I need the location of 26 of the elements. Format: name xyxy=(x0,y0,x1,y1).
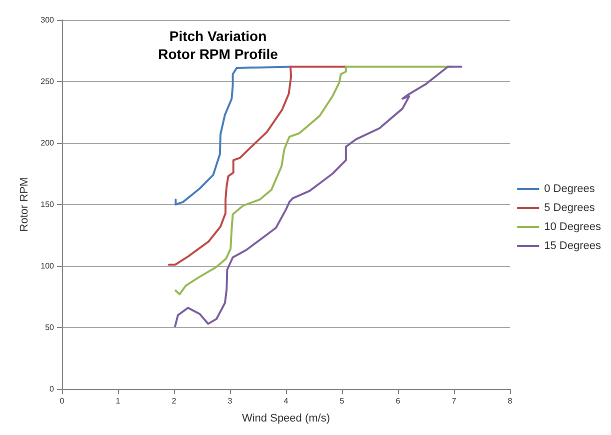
x-tick-label: 7 xyxy=(452,396,457,406)
line-series xyxy=(174,66,462,328)
line-series xyxy=(174,66,292,206)
legend-label: 5 Degrees xyxy=(544,202,596,214)
x-axis-title: Wind Speed (m/s) xyxy=(242,412,330,424)
x-tick-label: 1 xyxy=(116,396,121,406)
legend-label: 0 Degrees xyxy=(544,183,596,195)
legend-label: 10 Degrees xyxy=(544,221,602,233)
line-series xyxy=(168,66,348,266)
x-tick-label: 2 xyxy=(172,396,177,406)
x-tick-label: 0 xyxy=(60,396,65,406)
y-tick-label: 150 xyxy=(40,200,55,209)
x-tick-label: 8 xyxy=(508,396,513,406)
y-tick-label: 200 xyxy=(40,138,55,148)
y-tick-label: 250 xyxy=(40,77,55,86)
x-tick-label: 5 xyxy=(340,396,345,406)
y-axis-title: Rotor RPM xyxy=(18,177,30,232)
text: Pitch Variation Rotor RPM Profile xyxy=(158,28,278,62)
y-tick-label: 100 xyxy=(40,262,55,270)
y-tick-label: 0 xyxy=(50,384,55,394)
y-tick-label: 50 xyxy=(45,323,55,332)
x-tick-label: 3 xyxy=(228,396,233,406)
x-tick-label: 6 xyxy=(396,396,401,406)
x-tick-label: 4 xyxy=(284,396,289,406)
y-tick-label: 300 xyxy=(40,16,55,24)
legend-label: 15 Degrees xyxy=(544,240,602,252)
